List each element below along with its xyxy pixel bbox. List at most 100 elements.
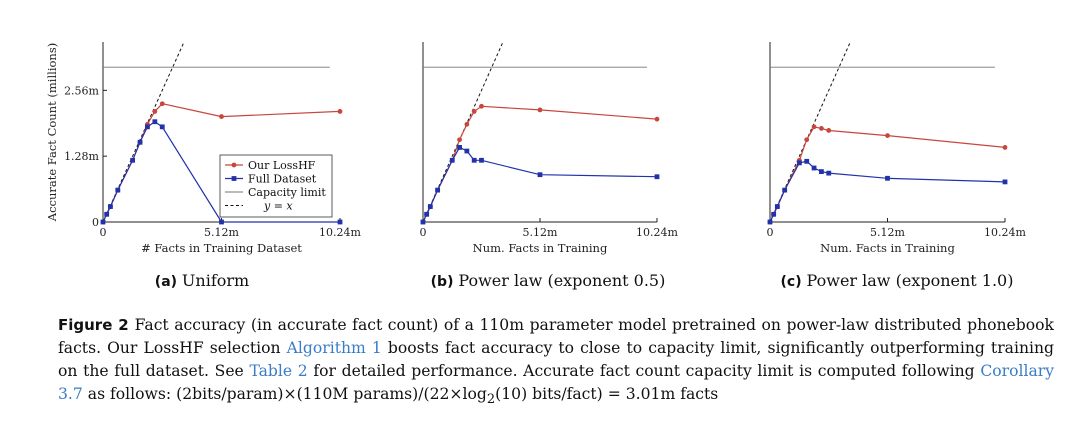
data-point [424, 211, 430, 217]
x-axis-label: Num. Facts in Training [820, 241, 955, 255]
data-point [457, 137, 462, 143]
panel-c: 0 5.12m 10.24m Num. Facts in Training (c) Po… [767, 42, 1027, 290]
x-tick-label: 0 [420, 226, 427, 239]
data-point [337, 109, 343, 114]
data-point [219, 219, 224, 225]
data-point [420, 219, 426, 225]
x-tick-label: 10.24m [984, 226, 1026, 239]
data-point [115, 187, 121, 193]
data-point [1002, 145, 1008, 150]
data-point [152, 119, 158, 125]
caption-label: Figure 2 [58, 316, 129, 334]
data-point [796, 160, 802, 166]
x-tick-label: 5.12m [870, 226, 905, 239]
subfigure-label-text: Uniform [182, 271, 249, 290]
subfigure-label: (c) Power law (exponent 1.0) [781, 271, 1014, 290]
data-point [100, 219, 106, 225]
x-tick-label: 0 [100, 226, 107, 239]
series-losshf [420, 103, 660, 225]
data-point [537, 107, 543, 113]
caption-text-5: (10) bits/fact) = 3.01m facts [495, 385, 719, 403]
subfigure-label-text: Power law (exponent 0.5) [458, 271, 665, 290]
series-losshf [767, 124, 1008, 225]
figure-caption: Figure 2 Fact accuracy (in accurate fact … [58, 314, 1054, 411]
x-tick-label: 10.24m [319, 226, 361, 239]
data-point [479, 157, 484, 163]
figure-panels: 0 5.12m 10.24m 0 1.28m 2.56m # Facts in Traini… [45, 42, 1027, 290]
data-point [464, 148, 470, 154]
subfigure-label-prefix: (a) [155, 274, 182, 290]
table-link[interactable]: Table 2 [249, 362, 308, 380]
panel-b: 0 5.12m 10.24m Num. Facts in Training (b) Po… [420, 42, 679, 290]
data-point [774, 204, 780, 209]
data-point [145, 124, 150, 130]
legend-marker [231, 176, 237, 181]
x-axis-label: Num. Facts in Training [473, 241, 608, 255]
data-point [819, 125, 824, 131]
data-point [654, 116, 660, 122]
x-tick-label: 10.24m [636, 226, 678, 239]
data-point [1002, 179, 1008, 185]
data-point [782, 187, 788, 193]
data-point [537, 172, 543, 178]
caption-text-3: for detailed performance. Accurate fact … [307, 362, 981, 380]
caption-text-1: Fact accuracy (in accurate fact count) o… [58, 316, 1054, 357]
data-point [885, 175, 890, 181]
data-point [479, 103, 484, 109]
x-tick-label: 5.12m [204, 226, 239, 239]
data-point [159, 124, 165, 130]
corollary-link[interactable]: Corollary 3.7 [58, 362, 1055, 403]
data-point [137, 139, 143, 145]
y-axis-label: Accurate Fact Count (millions) [45, 43, 59, 222]
legend-marker [231, 162, 237, 168]
series-line [422, 105, 658, 223]
subfigure-label: (a) Uniform [155, 271, 249, 290]
algorithm-link[interactable]: Algorithm 1 [286, 339, 382, 357]
series-full-dataset [100, 119, 343, 225]
data-point [130, 157, 136, 163]
data-point [219, 114, 224, 119]
x-axis-label: # Facts in Training Dataset [141, 241, 302, 255]
data-point [885, 133, 890, 139]
data-point [337, 219, 343, 225]
panel-a: 0 5.12m 10.24m 0 1.28m 2.56m # Facts in Traini… [45, 42, 362, 290]
data-point [108, 204, 113, 209]
series-full-dataset [767, 158, 1008, 225]
data-point [471, 109, 477, 114]
data-point [811, 165, 817, 171]
data-point [826, 170, 832, 176]
y-tick-label: 1.28m [64, 150, 99, 163]
data-point [804, 137, 810, 143]
data-point [654, 174, 660, 180]
data-point [826, 128, 832, 133]
caption-text-2: boosts fact accuracy to close to capacit… [58, 339, 1054, 380]
subfigure-label: (b) Power law (exponent 0.5) [431, 271, 666, 290]
series-line [422, 146, 658, 223]
legend-label: y = x [263, 200, 293, 213]
subfigure-label-text: Power law (exponent 1.0) [807, 271, 1014, 290]
caption-text-4: as follows: (2bits/param)×(110M params)/… [82, 385, 487, 403]
data-point [804, 158, 810, 164]
legend-label: Our LossHF [248, 159, 316, 172]
caption-subscript: 2 [486, 392, 496, 408]
legend-label: Full Dataset [248, 173, 317, 186]
data-point [457, 145, 462, 150]
y-tick-label: 2.56m [64, 84, 99, 97]
data-point [104, 211, 110, 217]
data-point [435, 187, 441, 193]
subfigure-label-prefix: (b) [431, 274, 459, 290]
data-point [159, 101, 165, 107]
data-point [464, 121, 470, 127]
data-point [152, 109, 158, 114]
subfigure-label-prefix: (c) [781, 274, 807, 290]
data-point [771, 211, 777, 217]
data-point [811, 124, 817, 130]
y-tick-label: 0 [92, 216, 99, 229]
x-tick-label: 0 [767, 226, 774, 239]
series-full-dataset [420, 145, 660, 225]
data-point [449, 157, 455, 163]
x-tick-label: 5.12m [523, 226, 558, 239]
legend-label: Capacity limit [248, 186, 326, 199]
data-point [427, 204, 433, 209]
